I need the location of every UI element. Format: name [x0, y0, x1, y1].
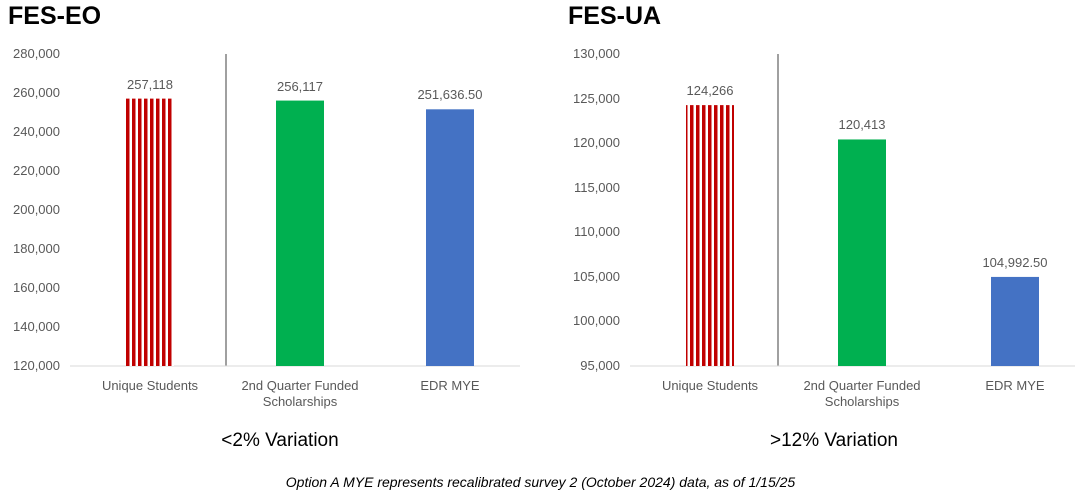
x-tick-label: Unique Students — [661, 378, 759, 393]
y-tick-label: 115,000 — [573, 179, 620, 195]
y-tick-label: 240,000 — [13, 124, 60, 139]
y-tick-label: 200,000 — [13, 202, 60, 217]
chart-title: FES-EO — [8, 2, 102, 30]
bar — [126, 98, 174, 366]
y-tick-label: 130,000 — [573, 46, 620, 61]
x-tick-label: Unique Students — [101, 378, 199, 393]
y-tick-label: 125,000 — [573, 90, 620, 106]
x-tick-label: 2nd Quarter Funded Scholarships — [241, 378, 359, 409]
y-tick-label: 260,000 — [13, 85, 60, 100]
data-label: 120,413 — [838, 117, 886, 133]
bar — [838, 139, 886, 366]
y-tick-label: 140,000 — [13, 319, 60, 334]
y-tick-label: 180,000 — [13, 241, 60, 256]
y-tick-label: 220,000 — [13, 163, 60, 178]
data-label: 124,266 — [686, 83, 734, 99]
data-label: 104,992.50 — [982, 254, 1048, 270]
y-tick-label: 105,000 — [573, 268, 620, 284]
y-tick-label: 160,000 — [13, 280, 60, 295]
chart-title: FES-UA — [568, 2, 662, 30]
x-tick-label: 2nd Quarter Funded Scholarships — [803, 378, 921, 409]
variation-note: <2% Variation — [221, 430, 339, 451]
data-label: 257,118 — [126, 76, 174, 92]
y-tick-label: 110,000 — [573, 224, 620, 240]
bar — [426, 109, 474, 366]
y-tick-label: 280,000 — [13, 46, 60, 61]
y-tick-label: 120,000 — [13, 358, 60, 373]
x-tick-label: EDR MYE — [420, 378, 480, 393]
footnote: Option A MYE represents recalibrated sur… — [285, 474, 796, 490]
data-label: 256,117 — [276, 78, 324, 94]
data-label: 251,636.50 — [417, 87, 483, 103]
y-tick-label: 120,000 — [573, 135, 620, 151]
bar — [276, 100, 324, 367]
y-tick-label: 95,000 — [580, 358, 620, 373]
bar — [686, 105, 734, 367]
x-tick-label: EDR MYE — [985, 378, 1045, 393]
bar — [991, 276, 1039, 366]
y-tick-label: 100,000 — [573, 313, 620, 329]
variation-note: >12% Variation — [770, 430, 898, 451]
